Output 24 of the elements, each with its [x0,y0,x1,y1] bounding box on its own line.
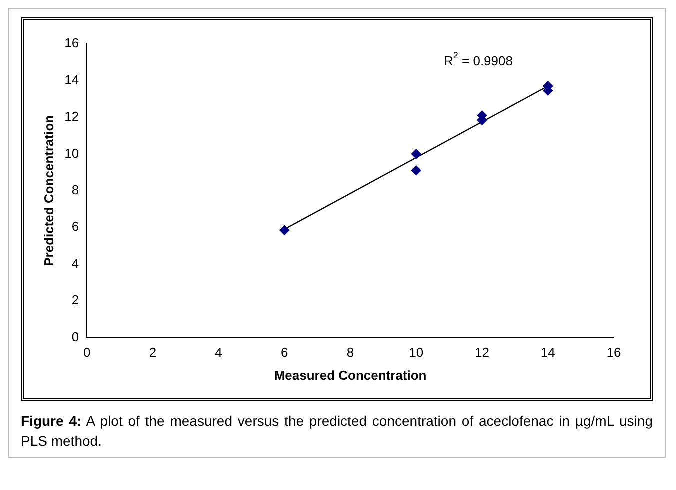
x-tick-label: 2 [149,345,157,360]
point [280,225,290,236]
x-tick-label: 6 [281,345,288,360]
point [411,149,422,160]
y-tick-label: 0 [72,329,80,344]
x-tick-label: 4 [215,345,222,360]
x-tick-label: 10 [409,345,424,360]
y-axis-title: Predicted Concentration [41,115,56,266]
x-axis-title: Measured Concentration [274,368,427,383]
y-tick-label: 14 [64,72,80,88]
y-tick-label: 10 [64,146,80,161]
x-tick-label: 8 [346,345,354,360]
x-tick-label: 16 [606,345,622,360]
y-tick-label: 16 [64,36,80,51]
y-tick-label: 8 [72,182,80,198]
y-tick-label: 12 [64,109,80,124]
y-tick-label: 4 [72,256,80,271]
caption: Figure 4: A plot of the measured versus the predicted concentration of aceclofenac in µg/mL using PLS method. [21,413,653,449]
y-tick-label: 6 [72,219,80,234]
x-tick-label: 14 [540,345,556,360]
x-tick-label: 0 [83,345,91,360]
point [411,166,422,176]
x-tick-label: 12 [475,345,490,360]
y-tick-label: 2 [72,292,80,308]
